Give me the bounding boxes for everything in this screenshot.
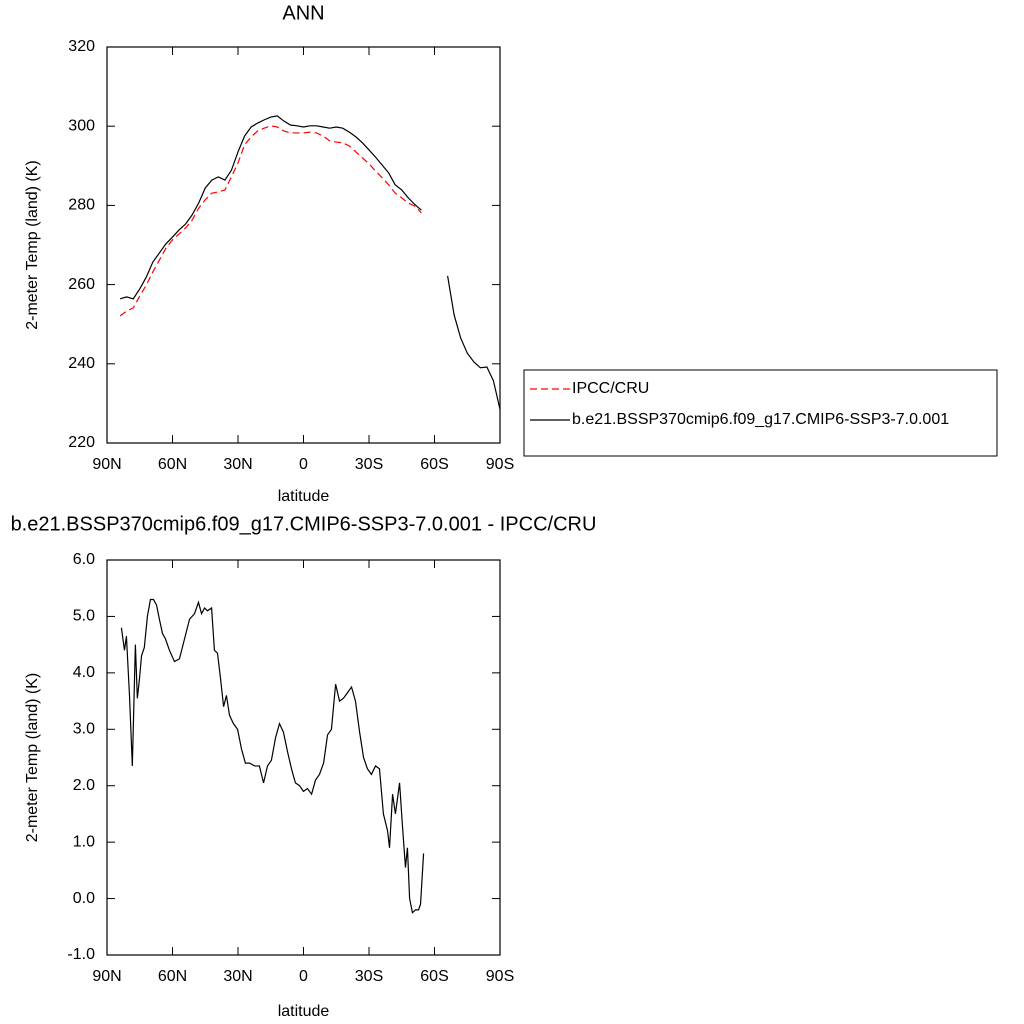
data-line [120,598,425,914]
y-tick-label: 220 [68,434,95,451]
x-axis-label: latitude [278,1003,330,1020]
x-tick-label: 90S [486,456,514,473]
y-tick-label: 1.0 [73,833,95,850]
chart-title: b.e21.BSSP370cmip6.f09_g17.CMIP6-SSP3-7.… [11,513,597,535]
y-tick-label: 0.0 [73,890,95,907]
x-tick-label: 60S [420,968,448,985]
plot-frame [106,559,501,956]
y-tick-label: 2.0 [73,777,95,794]
y-tick-label: 280 [68,197,95,214]
y-tick-label: 300 [68,117,95,134]
plot-frame [106,46,501,444]
x-tick-label: 90S [486,968,514,985]
y-tick-label: 3.0 [73,721,95,738]
x-tick-label: 0 [299,968,308,985]
data-line [119,125,422,317]
x-tick-label: 30N [223,456,252,473]
data-line [119,115,501,410]
legend-box [523,369,998,457]
y-tick-label: 240 [68,355,95,372]
x-tick-label: 90N [92,968,121,985]
x-tick-label: 0 [299,456,308,473]
legend-label: IPCC/CRU [572,380,649,397]
legend-label: b.e21.BSSP370cmip6.f09_g17.CMIP6-SSP3-7.… [572,411,949,428]
x-tick-label: 30N [223,968,252,985]
y-tick-label: 4.0 [73,664,95,681]
y-tick-label: 6.0 [73,551,95,568]
y-axis-label: 2-meter Temp (land) (K) [24,160,41,330]
x-tick-label: 60S [420,456,448,473]
x-tick-label: 90N [92,456,121,473]
x-tick-label: 60N [158,968,187,985]
y-axis-label: 2-meter Temp (land) (K) [24,673,41,843]
x-tick-label: 30S [355,456,383,473]
x-tick-label: 60N [158,456,187,473]
chart-title: ANN [282,2,324,24]
y-tick-label: 260 [68,276,95,293]
y-tick-label: -1.0 [67,946,95,963]
x-tick-label: 30S [355,968,383,985]
y-tick-label: 320 [68,38,95,55]
x-axis-label: latitude [278,488,330,505]
y-tick-label: 5.0 [73,608,95,625]
